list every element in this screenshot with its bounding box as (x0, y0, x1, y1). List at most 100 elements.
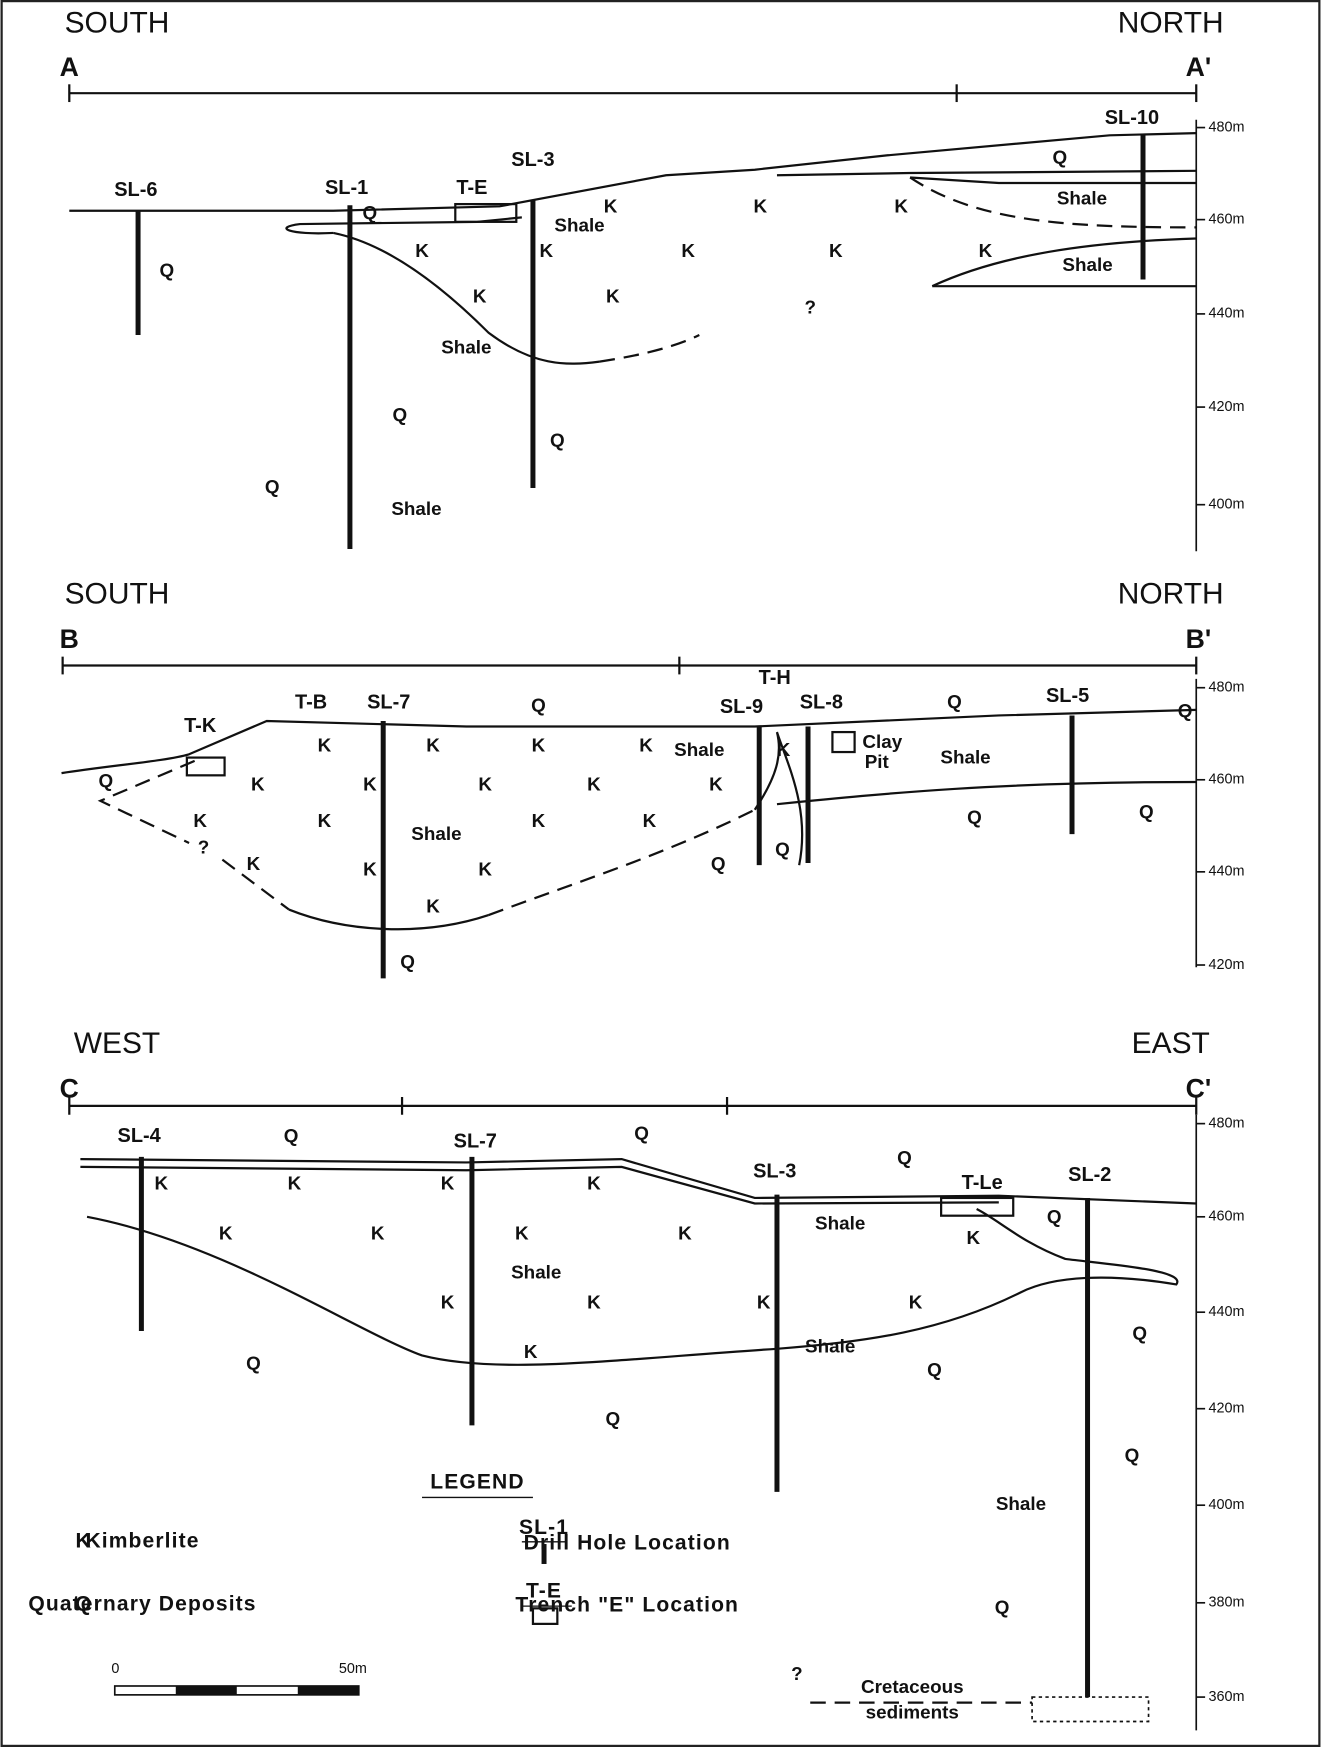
unit-label: K (604, 195, 618, 216)
unit-label: K (587, 1173, 601, 1194)
unit-label: Shale (805, 1336, 855, 1357)
frame (2, 1, 1320, 1746)
unit-label: K (318, 734, 332, 755)
unit-label: Q (246, 1352, 261, 1373)
unit-label: K (754, 195, 768, 216)
section-end-label: B' (1186, 624, 1212, 654)
hole-label: SL-3 (753, 1161, 796, 1183)
unit-label: Q (550, 429, 565, 450)
unit-label: K (587, 773, 601, 794)
unit-label: K (363, 859, 377, 880)
unit-label: K (247, 853, 261, 874)
hole-label: T-Le (962, 1172, 1003, 1194)
unit-label: Q (265, 476, 280, 497)
unit-label: Q (1132, 1322, 1147, 1343)
unit-label: Q (400, 951, 415, 972)
unit-label: Q (393, 404, 408, 425)
unit-label: Q (995, 1596, 1010, 1617)
elevation-label: 460m (1208, 772, 1244, 788)
unit-label: K (757, 1291, 771, 1312)
unit-label: K (606, 285, 620, 306)
unit-label: Shale (815, 1213, 865, 1234)
unit-label: sediments (866, 1702, 959, 1723)
direction-label: EAST (1132, 1027, 1210, 1060)
hole-label: SL-3 (511, 149, 554, 171)
unit-label: Q (967, 807, 982, 828)
unit-label: Q (927, 1359, 942, 1380)
unit-label: K (219, 1223, 233, 1244)
elevation-label: 360m (1208, 1689, 1244, 1705)
unit-label: K (155, 1173, 169, 1194)
direction-label: WEST (74, 1027, 160, 1060)
unit-label: Q (1139, 801, 1154, 822)
unit-label: Pit (865, 751, 890, 772)
section-end-label: B (60, 624, 79, 654)
unit-label: Q (897, 1147, 912, 1168)
unit-label: K (318, 810, 332, 831)
unit-label: Q (363, 202, 378, 223)
unit-label: Q (160, 260, 175, 281)
unit-label: K (966, 1227, 980, 1248)
hole-label: SL-1 (325, 177, 368, 199)
hole-label: SL-9 (720, 696, 763, 718)
unit-label: Shale (674, 739, 724, 760)
section-end-label: C (60, 1073, 79, 1103)
legend-text: Trench "E" Location (515, 1594, 739, 1617)
hole-label: SL-10 (1105, 107, 1159, 129)
unit-label: K (251, 773, 265, 794)
legend-text: Kimberlite (85, 1529, 199, 1552)
unit-label: K (639, 734, 653, 755)
unit-label: K (681, 240, 695, 261)
elevation-label: 440m (1208, 864, 1244, 880)
direction-label: SOUTH (65, 578, 170, 611)
unit-label: Q (531, 695, 546, 716)
elevation-label: 460m (1208, 211, 1244, 227)
unit-label: K (441, 1291, 455, 1312)
unit-label: K (193, 810, 207, 831)
unit-label: K (473, 285, 487, 306)
scale-label: 50m (339, 1661, 367, 1677)
unit-label: Q (1125, 1444, 1140, 1465)
hole-label: T-H (759, 667, 791, 689)
hole-label: SL-6 (114, 179, 157, 201)
elevation-label: 480m (1208, 680, 1244, 696)
unit-label: Cretaceous (861, 1676, 964, 1697)
direction-label: NORTH (1118, 6, 1224, 39)
unit-label: K (709, 773, 723, 794)
elevation-label: 420m (1208, 399, 1244, 415)
elevation-label: 440m (1208, 306, 1244, 322)
unit-label: K (426, 895, 440, 916)
unit-label: K (426, 734, 440, 755)
unit-label: K (678, 1223, 692, 1244)
hole-label: SL-2 (1068, 1164, 1111, 1186)
elevation-label: 400m (1208, 497, 1244, 513)
unit-label: Q (1047, 1206, 1062, 1227)
unit-label: K (894, 195, 908, 216)
legend-title: LEGEND (430, 1471, 524, 1494)
hole-label: SL-5 (1046, 685, 1089, 707)
unit-label: K (532, 810, 546, 831)
unit-label: K (478, 773, 492, 794)
unit-label: K (829, 240, 843, 261)
elevation-label: 420m (1208, 1401, 1244, 1417)
unit-label: K (909, 1291, 923, 1312)
unit-label: Clay (862, 731, 902, 752)
unit-label: Shale (554, 214, 604, 235)
hole-label: SL-7 (367, 692, 410, 714)
unit-label: Shale (511, 1261, 561, 1282)
unit-label: Q (99, 770, 114, 791)
unit-label: Q (711, 853, 726, 874)
unit-label: K (441, 1173, 455, 1194)
unit-label: Q (284, 1125, 299, 1146)
unit-label: Q (605, 1408, 620, 1429)
unit-label: Shale (1062, 254, 1112, 275)
unit-label: Shale (441, 336, 491, 357)
unit-label: K (777, 739, 791, 760)
elevation-label: 380m (1208, 1595, 1244, 1611)
unit-label: Shale (391, 498, 441, 519)
section-end-label: A (60, 52, 79, 82)
elevation-label: 460m (1208, 1209, 1244, 1225)
unit-label: ? (791, 1663, 803, 1684)
unit-label: Q (947, 691, 962, 712)
elevation-label: 480m (1208, 119, 1244, 135)
